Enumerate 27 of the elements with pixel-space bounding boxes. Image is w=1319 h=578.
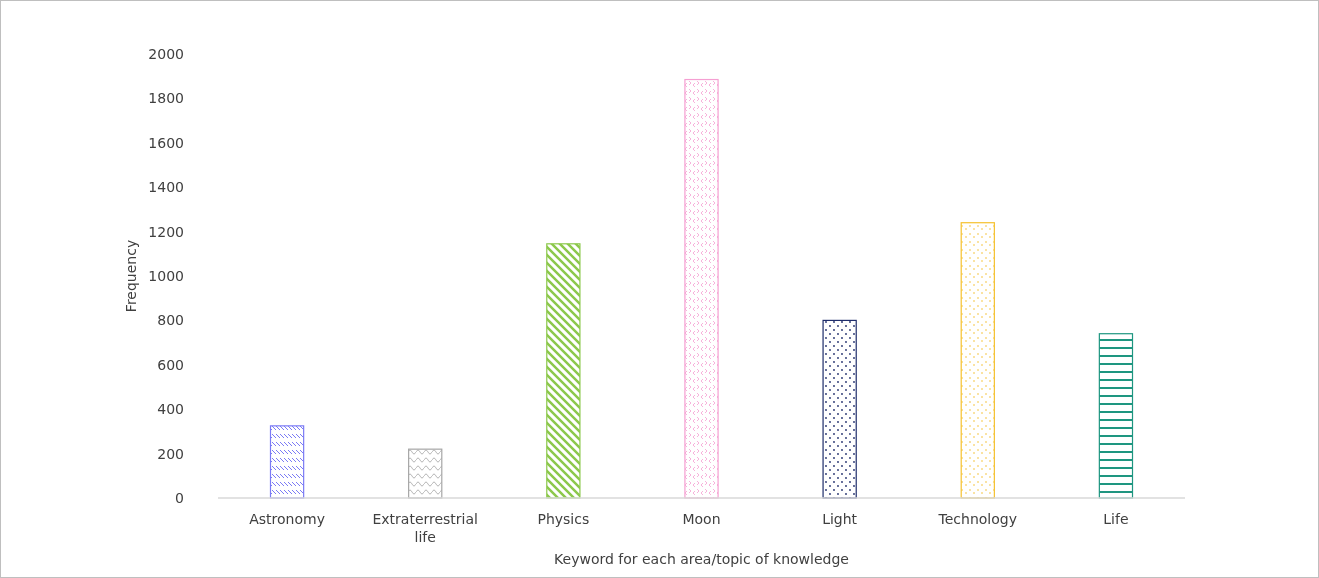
x-tick-label: Physics [537,511,590,527]
y-tick-label: 2000 [148,45,184,62]
y-tick-label: 800 [157,312,184,329]
y-tick-label: 1000 [148,267,184,284]
y-tick-label: 200 [157,445,184,462]
bar [684,78,719,499]
y-tick-label: 1400 [148,179,184,196]
y-tick-label: 0 [175,489,184,506]
x-tick-label: Light [822,511,858,527]
y-tick-label: 1600 [148,134,184,151]
bar [269,425,305,499]
bar [1098,333,1134,499]
bar [546,243,581,499]
y-tick-label: 600 [157,356,184,373]
bar [960,222,995,499]
bar [408,448,443,499]
bar [822,319,857,499]
x-tick-label: Life [1103,511,1129,527]
x-tick-label: Astronomy [249,511,325,527]
y-axis-title: Frequency [123,239,139,313]
y-tick-label: 1200 [148,223,184,240]
x-axis-title: Keyword for each area/topic of knowledge [554,551,849,567]
y-tick-label: 400 [157,401,184,418]
x-tick-label: Moon [682,511,721,527]
x-tick-label: Extraterrestrial life [372,511,478,545]
x-tick-label: Technology [937,511,1017,527]
y-tick-label: 1800 [148,90,184,107]
